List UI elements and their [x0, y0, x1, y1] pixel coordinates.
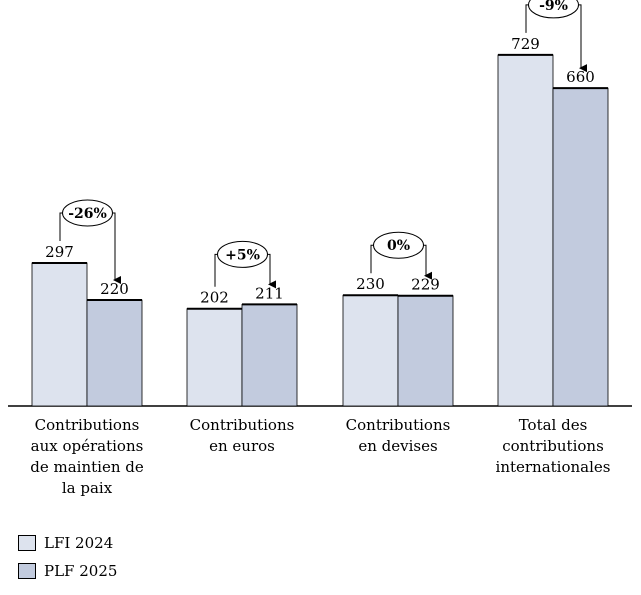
- category-label-line: Contributions: [345, 416, 451, 434]
- legend-swatch-lfi-2024: [18, 535, 36, 551]
- category-label-line: aux opérations: [30, 437, 144, 455]
- bar-devises-lfi-2024: [342, 294, 399, 407]
- bar-maintien-paix-lfi-2024: [31, 262, 88, 407]
- change-label-maintien-paix: -26%: [68, 206, 107, 222]
- data-label-total-lfi-2024: 729: [511, 35, 540, 53]
- legend-item-lfi-2024: LFI 2024: [18, 534, 113, 552]
- data-label-devises-plf-2025: 229: [411, 276, 440, 294]
- category-label-maintien-paix: Contributions aux opérations de maintien d…: [12, 415, 162, 499]
- category-label-devises: Contributions en devises: [323, 415, 473, 457]
- category-label-line: contributions: [502, 437, 604, 455]
- legend-item-plf-2025: PLF 2025: [18, 562, 117, 580]
- category-label-line: de maintien de: [30, 458, 144, 476]
- bar-euros-plf-2025: [241, 303, 298, 407]
- change-badge-total: [528, 0, 579, 19]
- data-label-euros-plf-2025: 211: [255, 284, 284, 302]
- category-label-line: internationales: [495, 458, 611, 476]
- bar-maintien-paix-plf-2025: [86, 299, 143, 407]
- category-label-total: Total des contributions internationales: [478, 415, 628, 478]
- bar-euros-lfi-2024: [186, 308, 243, 407]
- legend-label-plf-2025: PLF 2025: [44, 562, 118, 580]
- category-label-line: Contributions: [34, 416, 140, 434]
- data-label-maintien-paix-lfi-2024: 297: [45, 243, 74, 261]
- category-label-line: en euros: [209, 437, 275, 455]
- data-label-maintien-paix-plf-2025: 220: [100, 280, 129, 298]
- bar-devises-plf-2025: [397, 295, 454, 407]
- legend-swatch-plf-2025: [18, 563, 36, 579]
- category-label-line: la paix: [61, 479, 113, 497]
- legend-label-lfi-2024: LFI 2024: [44, 534, 114, 552]
- change-label-total: -9%: [539, 0, 568, 14]
- category-label-line: en devises: [358, 437, 438, 455]
- category-label-euros: Contributions en euros: [167, 415, 317, 457]
- bar-total-lfi-2024: [497, 54, 554, 407]
- data-label-total-plf-2025: 660: [566, 68, 595, 86]
- bar-total-plf-2025: [552, 87, 609, 407]
- change-label-devises: 0%: [387, 238, 410, 254]
- change-badge-maintien-paix: [62, 199, 113, 227]
- category-label-line: Contributions: [189, 416, 295, 434]
- data-label-euros-lfi-2024: 202: [200, 289, 229, 307]
- category-label-line: Total des: [518, 416, 588, 434]
- data-label-devises-lfi-2024: 230: [356, 275, 385, 293]
- change-badge-euros: [217, 240, 268, 268]
- change-badge-devises: [373, 231, 424, 259]
- change-label-euros: +5%: [225, 247, 260, 263]
